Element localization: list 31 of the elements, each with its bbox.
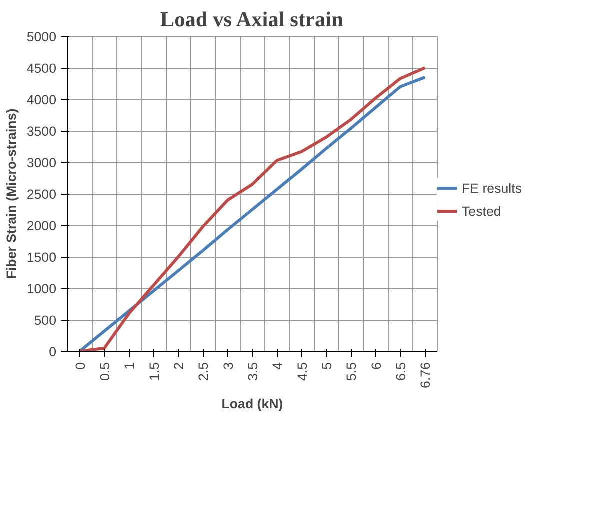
y-tick-label: 5000 [26,30,57,44]
y-tick-label: 2000 [26,218,57,234]
chart-title: Load vs Axial strain [160,8,344,32]
x-tick-label: 1.5 [146,362,162,382]
x-tick-label: 6 [368,362,384,370]
y-tick-label: 4000 [26,92,57,108]
y-tick-label: 0 [49,344,57,360]
x-tick-label: 4.5 [294,362,310,382]
x-tick-label: 5.5 [344,362,360,382]
y-tick-label: 1500 [26,250,57,265]
x-axis-title: Load (kN) [222,396,284,412]
y-tick-label: 2500 [26,187,57,202]
x-tick-label: 6.5 [394,362,408,382]
x-tick-label: 3.5 [246,362,260,382]
legend-label: Tested [462,204,502,218]
x-tick-label: 6.76 [418,362,434,388]
x-tick-label: 0 [72,362,88,370]
y-tick-label: 3000 [26,156,57,170]
y-tick-label: 4500 [26,61,57,76]
legend-label: FE results [462,180,522,196]
x-tick-label: 0.5 [98,362,112,382]
y-tick-label: 500 [34,313,57,328]
x-tick-label: 1 [122,362,138,370]
x-tick-label: 2 [172,362,186,370]
x-tick-label: 5 [320,362,334,370]
y-tick-label: 3500 [26,124,57,139]
x-tick-label: 4 [270,362,286,370]
x-tick-label: 2.5 [196,362,212,382]
y-tick-label: 1000 [26,282,57,296]
x-tick-label: 3 [220,362,236,370]
y-axis-title: Fiber Strain (Micro-strains) [4,108,19,280]
